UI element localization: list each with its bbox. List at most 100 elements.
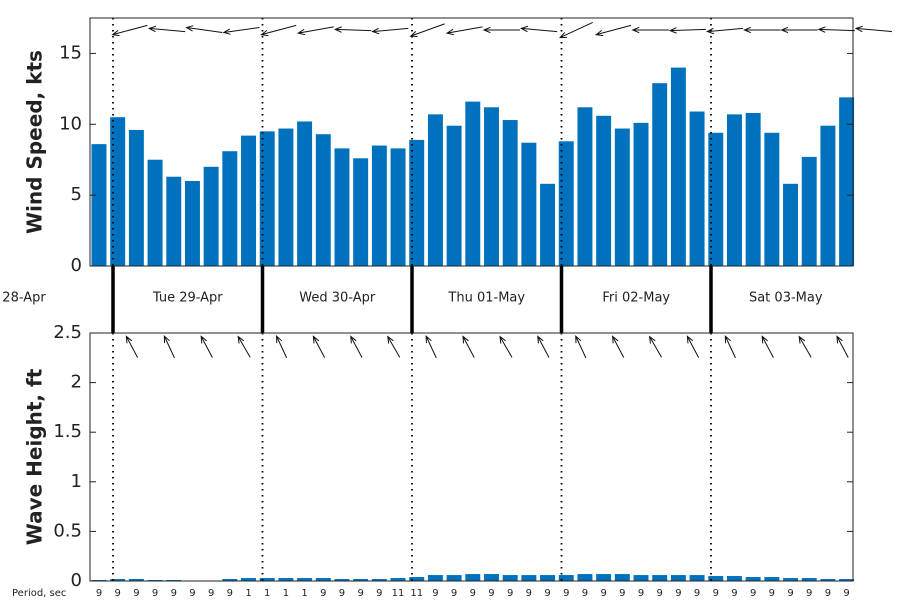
bar xyxy=(521,142,537,266)
bar xyxy=(577,574,593,581)
period-label: 9 xyxy=(769,588,775,599)
y-tick-label: 1 xyxy=(71,471,82,492)
period-label: 9 xyxy=(96,588,102,599)
period-label: 9 xyxy=(713,588,719,599)
bar xyxy=(259,131,275,266)
bar xyxy=(334,148,350,266)
period-label: 1 xyxy=(264,588,270,599)
direction-arrow xyxy=(705,27,744,35)
period-label: 9 xyxy=(694,588,700,599)
bar xyxy=(540,575,556,581)
period-label: 9 xyxy=(451,588,457,599)
period-label: 9 xyxy=(825,588,831,599)
period-label: 9 xyxy=(152,588,158,599)
bar xyxy=(764,577,780,581)
bar xyxy=(783,183,799,266)
period-label: 9 xyxy=(376,588,382,599)
period-label: 9 xyxy=(488,588,494,599)
bar xyxy=(484,574,499,581)
period-label: 11 xyxy=(392,588,405,599)
bar xyxy=(446,125,462,267)
y-tick-label: 0 xyxy=(71,570,82,591)
bar xyxy=(801,578,817,581)
direction-arrow xyxy=(200,335,213,358)
period-label: 1 xyxy=(245,588,251,599)
bar xyxy=(315,134,331,266)
period-label: 9 xyxy=(507,588,513,599)
bar xyxy=(783,578,799,581)
bar xyxy=(222,579,238,581)
bar xyxy=(614,128,630,266)
bar xyxy=(241,135,256,266)
direction-arrow xyxy=(648,335,663,358)
period-label: 9 xyxy=(806,588,812,599)
bar xyxy=(259,578,275,581)
period-label: 9 xyxy=(470,588,476,599)
direction-arrow xyxy=(761,335,774,358)
bar xyxy=(147,159,163,266)
direction-arrow xyxy=(482,26,520,34)
bar xyxy=(128,129,144,266)
direction-arrow xyxy=(312,335,326,358)
direction-arrow xyxy=(686,335,700,358)
period-label: 9 xyxy=(133,588,139,599)
day-label: Thu 01-May xyxy=(447,291,525,306)
direction-arrow xyxy=(111,24,148,37)
day-label: Sat 03-May xyxy=(749,291,823,306)
direction-arrow xyxy=(724,334,736,359)
bar xyxy=(353,579,369,581)
direction-arrow xyxy=(350,335,363,358)
direction-arrow xyxy=(297,26,334,36)
period-label: 9 xyxy=(339,588,345,599)
direction-arrow xyxy=(854,25,892,33)
period-label: 11 xyxy=(410,588,423,599)
direction-arrow xyxy=(611,335,625,358)
period-label: 9 xyxy=(563,588,569,599)
y-axis-label: Wave Height, ft xyxy=(23,368,47,545)
period-label: 9 xyxy=(208,588,214,599)
period-label: 9 xyxy=(189,588,195,599)
bar xyxy=(745,577,761,581)
bar xyxy=(390,148,406,266)
bar xyxy=(409,577,425,581)
bar xyxy=(801,156,817,266)
period-label: 9 xyxy=(320,588,326,599)
direction-arrow xyxy=(817,26,855,33)
direction-arrow xyxy=(260,24,297,37)
direction-arrow xyxy=(462,335,475,358)
bar xyxy=(297,578,313,581)
bar xyxy=(334,579,350,581)
direction-arrow xyxy=(125,335,139,358)
bar xyxy=(427,114,443,266)
bar xyxy=(465,101,481,267)
bar xyxy=(708,132,724,266)
direction-arrow xyxy=(594,24,632,37)
bar xyxy=(278,578,294,581)
direction-arrow xyxy=(519,25,558,33)
direction-arrow xyxy=(668,27,707,34)
y-tick-label: 2.5 xyxy=(53,322,82,343)
bar xyxy=(353,158,369,266)
bar xyxy=(502,575,518,581)
bar xyxy=(558,141,574,266)
period-label: 9 xyxy=(619,588,625,599)
period-label: 9 xyxy=(675,588,681,599)
direction-arrow xyxy=(631,26,669,34)
bar xyxy=(820,125,836,267)
bar xyxy=(670,575,686,581)
direction-arrow xyxy=(780,26,818,34)
period-title: Period, sec xyxy=(12,588,66,599)
direction-arrow xyxy=(425,334,437,359)
direction-arrow xyxy=(743,26,781,34)
period-label: 9 xyxy=(544,588,550,599)
y-tick-label: 5 xyxy=(71,184,82,205)
direction-arrow xyxy=(387,335,401,358)
bar xyxy=(839,97,855,266)
bar xyxy=(820,579,836,581)
bar xyxy=(110,117,126,266)
bar xyxy=(297,121,313,266)
direction-arrow xyxy=(371,27,409,35)
bar xyxy=(764,132,780,266)
bar xyxy=(745,112,761,266)
